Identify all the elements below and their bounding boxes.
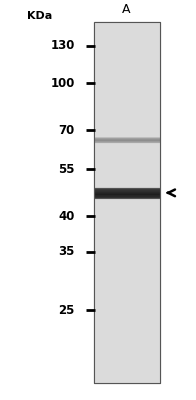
Text: 55: 55 <box>58 163 75 176</box>
Text: 40: 40 <box>58 210 75 223</box>
Text: A: A <box>122 4 130 16</box>
FancyBboxPatch shape <box>94 22 160 383</box>
Text: KDa: KDa <box>27 11 53 21</box>
Text: 35: 35 <box>58 245 75 258</box>
Text: 100: 100 <box>50 77 75 90</box>
Text: 25: 25 <box>58 304 75 317</box>
Text: 70: 70 <box>59 124 75 137</box>
Text: 130: 130 <box>50 39 75 52</box>
